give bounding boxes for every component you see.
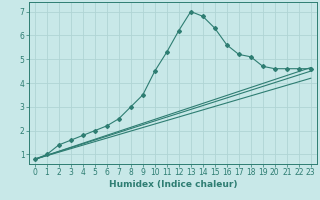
X-axis label: Humidex (Indice chaleur): Humidex (Indice chaleur) (108, 180, 237, 189)
